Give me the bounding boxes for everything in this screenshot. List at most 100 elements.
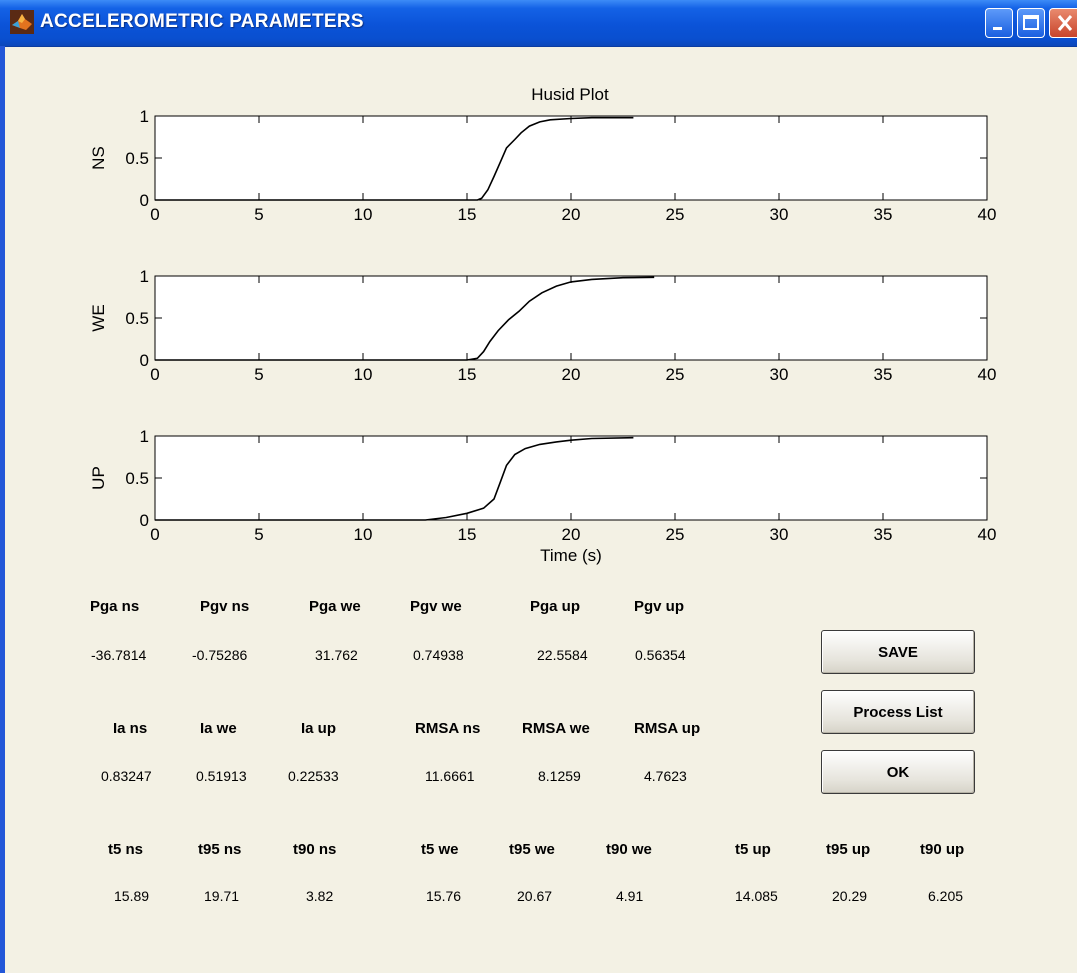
x-tick-label-we: 15 [458,365,477,384]
label-t5-we: t5 we [421,841,459,858]
save-button[interactable]: SAVE [821,630,975,674]
close-icon [1057,15,1073,31]
label-t95-up: t95 up [826,841,871,858]
plot-area-ns [154,115,988,201]
value-t95-we: 20.67 [517,888,553,904]
value-rmsa-we: 8.1259 [538,768,581,784]
value-t95-up: 20.29 [832,888,868,904]
process-list-button[interactable]: Process List [821,690,975,734]
y-tick-label-up: 1 [140,427,149,446]
maximize-button[interactable] [1017,8,1045,38]
label-pgv-up: Pgv up [634,598,685,615]
window-border [0,46,5,973]
x-tick-label-we: 25 [666,365,685,384]
label-pgv-we: Pgv we [410,598,462,615]
y-tick-label-we: 0 [140,351,149,370]
value-pgv-up: 0.56354 [635,647,686,663]
value-pgv-we: 0.74938 [413,647,464,663]
value-t5-we: 15.76 [426,888,462,904]
label-t95-we: t95 we [509,841,555,858]
plot-area-up [154,435,988,521]
plot-area-we [154,275,988,361]
x-tick-label-up: 30 [770,525,789,544]
x-tick-label-up: 25 [666,525,685,544]
label-pgv-ns: Pgv ns [200,598,250,615]
title-bar[interactable]: ACCELEROMETRIC PARAMETERS [0,0,1077,47]
husid-curve-ns [155,116,634,201]
x-tick-label-up: 0 [150,525,159,544]
value-pgv-ns: -0.75286 [192,647,248,663]
window-title: ACCELEROMETRIC PARAMETERS [40,11,364,32]
chart-title: Husid Plot [531,85,609,104]
x-tick-label-ns: 40 [978,205,997,224]
x-tick-label-ns: 35 [874,205,893,224]
label-ia-up: Ia up [301,720,337,737]
x-tick-label-up: 35 [874,525,893,544]
value-pga-ns: -36.7814 [91,647,147,663]
value-ia-we: 0.51913 [196,768,247,784]
label-pga-ns: Pga ns [90,598,140,615]
value-pga-we: 31.762 [315,647,358,663]
maximize-icon [1023,15,1039,30]
x-tick-label-ns: 15 [458,205,477,224]
label-rmsa-up: RMSA up [634,720,701,737]
husid-curve-up [155,436,634,521]
x-tick-label-ns: 5 [254,205,263,224]
value-t90-ns: 3.82 [306,888,334,904]
value-t90-we: 4.91 [616,888,644,904]
ok-button[interactable]: OK [821,750,975,794]
value-rmsa-up: 4.7623 [644,768,687,784]
axes-up: 0 5 10 15 20 25 30 35 40 0 0.5 1 UP Time (s) [89,427,996,565]
label-t90-ns: t90 ns [293,841,337,858]
y-tick-label-up: 0.5 [125,469,149,488]
x-tick-label-ns: 10 [354,205,373,224]
label-pga-up: Pga up [530,598,581,615]
husid-curve-we [155,276,655,361]
x-tick-label-ns: 30 [770,205,789,224]
label-rmsa-ns: RMSA ns [415,720,481,737]
close-button[interactable] [1049,8,1077,38]
axes-we: 0 5 10 15 20 25 30 35 40 0 0.5 1 WE [89,267,996,384]
x-tick-label-we: 5 [254,365,263,384]
label-t5-up: t5 up [735,841,771,858]
x-tick-label-up: 5 [254,525,263,544]
x-tick-label-we: 10 [354,365,373,384]
x-tick-label-we: 30 [770,365,789,384]
y-axis-label-ns: NS [89,146,108,170]
label-rmsa-we: RMSA we [522,720,590,737]
label-t90-we: t90 we [606,841,652,858]
value-ia-ns: 0.83247 [101,768,152,784]
x-tick-label-we: 40 [978,365,997,384]
x-axis-label: Time (s) [540,546,602,565]
value-t5-ns: 15.89 [114,888,150,904]
y-tick-label-up: 0 [140,511,149,530]
label-t5-ns: t5 ns [108,841,144,858]
x-tick-label-ns: 0 [150,205,159,224]
label-pga-we: Pga we [309,598,361,615]
x-tick-label-up: 40 [978,525,997,544]
x-tick-label-ns: 20 [562,205,581,224]
label-ia-ns: Ia ns [113,720,148,737]
x-tick-label-up: 15 [458,525,477,544]
y-tick-label-ns: 0 [140,191,149,210]
label-ia-we: Ia we [200,720,237,737]
label-t95-ns: t95 ns [198,841,242,858]
value-rmsa-ns: 11.6661 [425,768,475,784]
minimize-icon [993,27,1002,30]
label-t90-up: t90 up [920,841,965,858]
y-axis-label-we: WE [89,304,108,331]
minimize-button[interactable] [985,8,1013,38]
value-t5-up: 14.085 [735,888,778,904]
x-tick-label-we: 20 [562,365,581,384]
y-tick-label-we: 1 [140,267,149,286]
x-tick-label-we: 35 [874,365,893,384]
value-t90-up: 6.205 [928,888,964,904]
y-tick-label-ns: 1 [140,107,149,126]
value-pga-up: 22.5584 [537,647,588,663]
x-tick-label-up: 20 [562,525,581,544]
x-tick-label-ns: 25 [666,205,685,224]
x-tick-label-we: 0 [150,365,159,384]
y-tick-label-ns: 0.5 [125,149,149,168]
